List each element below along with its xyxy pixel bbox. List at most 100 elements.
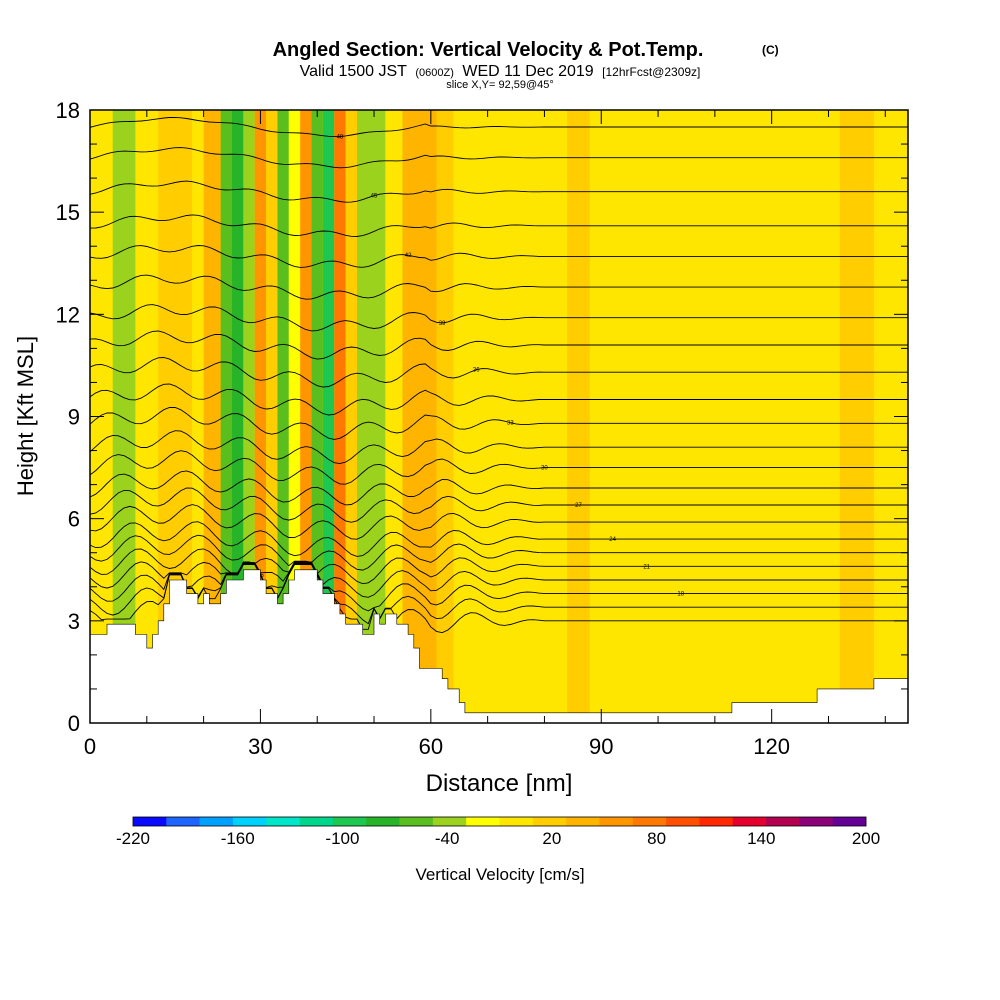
- isentrope-label: 30: [541, 466, 548, 472]
- subtitle-date: WED 11 Dec 2019: [462, 63, 593, 80]
- velocity-band-31: [726, 110, 761, 723]
- isentrope-line: [90, 383, 908, 416]
- isentrope-line: [90, 330, 908, 360]
- colorbar-title: Vertical Velocity [cm/s]: [415, 865, 584, 884]
- colorbar-tick-label: 200: [852, 829, 880, 848]
- velocity-band-15: [322, 110, 335, 723]
- velocity-band-14: [311, 110, 323, 723]
- isentrope-label: 24: [609, 537, 616, 543]
- isentrope-line: [90, 245, 908, 268]
- colorbar-tick-labels: -220 -160 -100 -40 20 80 140 200: [116, 829, 880, 848]
- x-tick-label: 120: [753, 734, 790, 759]
- colorbar-swatch: [299, 817, 334, 826]
- isentrope-line: [90, 407, 908, 440]
- colorbar-swatch: [832, 817, 867, 826]
- isentrope-line: [90, 504, 908, 540]
- colorbar-swatch: [566, 817, 600, 826]
- velocity-band-7: [232, 110, 244, 723]
- velocity-band-24: [453, 110, 488, 723]
- isentrope-label: 18: [677, 592, 684, 598]
- velocity-band-11: [277, 110, 289, 723]
- isentrope-line: [90, 214, 908, 237]
- velocity-band-17: [345, 110, 357, 723]
- isentrope-line: [90, 470, 908, 506]
- isentrope-line: [90, 180, 908, 203]
- y-tick-label: 6: [68, 507, 80, 532]
- y-tick-label: 9: [68, 405, 80, 430]
- velocity-band-16: [334, 110, 346, 723]
- colorbar-swatch: [432, 817, 467, 826]
- velocity-band-27: [567, 110, 590, 723]
- colorbar-swatch: [232, 817, 267, 826]
- velocity-band-4: [192, 110, 204, 723]
- chart-title-suffix: (C): [762, 43, 779, 57]
- isentrope-label: 42: [405, 253, 412, 259]
- subtitle-valid: Valid 1500 JST: [300, 63, 408, 80]
- isentrope-line: [90, 561, 908, 598]
- subtitle-forecast: [12hrFcst@2309z]: [602, 65, 700, 79]
- x-tick-label: 90: [589, 734, 613, 759]
- colorbar-swatch: [133, 817, 167, 826]
- axis-tick-labels: 0 30 60 90 120 0 3 6 9 12 15 18: [56, 98, 791, 759]
- velocity-band-19: [374, 110, 386, 723]
- colorbar-swatch: [632, 817, 667, 826]
- velocity-band-1: [112, 110, 136, 723]
- isentrope-label: 45: [371, 194, 378, 200]
- isentrope-line: [90, 147, 908, 169]
- colorbar-swatch: [332, 817, 367, 826]
- colorbar-tick-label: -40: [435, 829, 460, 848]
- isentrope-line: [90, 521, 908, 557]
- isentrope-label: 48: [337, 134, 344, 140]
- colorbar-tick-label: -220: [116, 829, 150, 848]
- x-tick-label: 0: [84, 734, 96, 759]
- colorbar-tick-label: 80: [647, 829, 666, 848]
- y-tick-label: 18: [56, 98, 80, 123]
- colorbar-swatch: [532, 817, 567, 826]
- isentrope-label: 27: [575, 503, 582, 509]
- isentrope-line: [90, 357, 908, 388]
- y-tick-label: 15: [56, 200, 80, 225]
- y-tick-label: 12: [56, 302, 80, 327]
- colorbar-swatch: [699, 817, 734, 826]
- velocity-band-28: [589, 110, 636, 723]
- velocity-band-22: [419, 110, 437, 723]
- velocity-band-9: [254, 110, 267, 723]
- velocity-band-33: [805, 110, 840, 723]
- isentrope-line: [90, 562, 908, 612]
- colorbar-swatch: [666, 817, 700, 826]
- colorbar-tick-label: 140: [747, 829, 775, 848]
- velocity-band-13: [300, 110, 312, 723]
- y-tick-label: 3: [68, 609, 80, 634]
- velocity-band-26: [521, 110, 568, 723]
- colorbar-swatch: [166, 817, 200, 826]
- velocity-band-30: [680, 110, 727, 723]
- terrain-mask: [90, 569, 908, 723]
- chart-title: Angled Section: Vertical Velocity & Pot.…: [273, 39, 704, 61]
- isentrope-label: 21: [643, 564, 650, 570]
- x-tick-label: 60: [419, 734, 443, 759]
- subtitle-zulu: (0600Z): [415, 67, 454, 79]
- colorbar-tick-label: -100: [325, 829, 359, 848]
- y-tick-label: 0: [68, 711, 80, 736]
- axis-ticks: [89, 109, 908, 724]
- isentrope-line: [90, 487, 908, 523]
- colorbar-frame: [132, 816, 867, 827]
- colorbar-swatch: [399, 817, 434, 826]
- isentrope-line: [90, 450, 908, 485]
- colorbar-swatch: [466, 817, 500, 826]
- isentrope-contours: 151821242730333639424548: [90, 116, 908, 634]
- velocity-band-12: [288, 110, 301, 723]
- velocity-band-10: [266, 110, 278, 723]
- colorbar-swatch: [499, 817, 534, 826]
- colorbar-swatch: [766, 817, 800, 826]
- isentrope-line: [90, 116, 908, 138]
- colorbar-swatch: [599, 817, 634, 826]
- y-axis-title: Height [Kft MSL]: [13, 336, 38, 496]
- isentrope-label: 33: [507, 421, 514, 427]
- chart-subtitle-slice: slice X,Y= 92,59@45°: [446, 79, 554, 91]
- isentrope-line: [90, 274, 908, 300]
- x-tick-label: 30: [248, 734, 272, 759]
- velocity-band-2: [135, 110, 159, 723]
- velocity-band-29: [635, 110, 681, 723]
